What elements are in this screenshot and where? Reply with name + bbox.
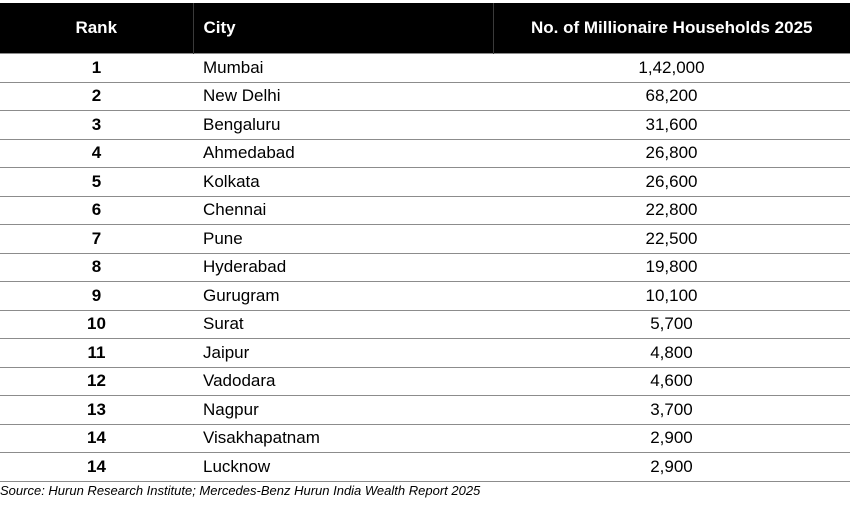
header-households: No. of Millionaire Households 2025	[492, 3, 850, 54]
city-cell: Bengaluru	[193, 110, 493, 140]
table-header: Rank City No. of Millionaire Households …	[0, 3, 850, 54]
table-row: 4 Ahmedabad 26,800	[0, 139, 850, 168]
table-row: 7 Pune 22,500	[0, 224, 850, 254]
rank-cell: 9	[0, 281, 193, 311]
table-row: 1 Mumbai 1,42,000	[0, 53, 850, 83]
rank-cell: 11	[0, 338, 193, 368]
city-cell: Hyderabad	[193, 253, 493, 282]
city-cell: Chennai	[193, 196, 493, 225]
city-cell: Visakhapatnam	[193, 424, 493, 453]
households-cell: 26,800	[493, 139, 850, 168]
rank-cell: 3	[0, 110, 193, 140]
city-cell: Surat	[193, 310, 493, 339]
table-row: 14 Lucknow 2,900	[0, 452, 850, 482]
rank-cell: 1	[0, 53, 193, 83]
table-row: 5 Kolkata 26,600	[0, 167, 850, 197]
rank-cell: 2	[0, 82, 193, 111]
table-row: 6 Chennai 22,800	[0, 196, 850, 225]
rank-cell: 5	[0, 167, 193, 197]
source-note: Source: Hurun Research Institute; Merced…	[0, 483, 481, 498]
rank-cell: 13	[0, 395, 193, 425]
rank-cell: 4	[0, 139, 193, 168]
table-row: 13 Nagpur 3,700	[0, 395, 850, 425]
table-row: 9 Gurugram 10,100	[0, 281, 850, 311]
header-row: Rank City No. of Millionaire Households …	[0, 3, 850, 54]
city-cell: Ahmedabad	[193, 139, 493, 168]
households-cell: 4,600	[493, 367, 850, 396]
households-cell: 2,900	[493, 424, 850, 453]
rank-cell: 12	[0, 367, 193, 396]
households-cell: 10,100	[493, 281, 850, 311]
city-cell: New Delhi	[193, 82, 493, 111]
households-cell: 4,800	[493, 338, 850, 368]
households-cell: 3,700	[493, 395, 850, 425]
households-cell: 2,900	[493, 452, 850, 482]
table-row: 8 Hyderabad 19,800	[0, 253, 850, 282]
city-cell: Pune	[193, 224, 493, 254]
city-cell: Jaipur	[193, 338, 493, 368]
millionaire-households-table-container: Rank City No. of Millionaire Households …	[0, 3, 850, 482]
table-row: 3 Bengaluru 31,600	[0, 110, 850, 140]
rank-cell: 14	[0, 424, 193, 453]
rank-cell: 6	[0, 196, 193, 225]
households-cell: 5,700	[493, 310, 850, 339]
city-cell: Nagpur	[193, 395, 493, 425]
city-cell: Gurugram	[193, 281, 493, 311]
table-row: 11 Jaipur 4,800	[0, 338, 850, 368]
table-row: 10 Surat 5,700	[0, 310, 850, 339]
rank-cell: 8	[0, 253, 193, 282]
millionaire-households-table: Rank City No. of Millionaire Households …	[0, 3, 850, 482]
city-cell: Kolkata	[193, 167, 493, 197]
rank-cell: 14	[0, 452, 193, 482]
city-cell: Lucknow	[193, 452, 493, 482]
households-cell: 22,500	[493, 224, 850, 254]
city-cell: Mumbai	[193, 53, 493, 83]
header-rank: Rank	[0, 3, 193, 54]
households-cell: 68,200	[493, 82, 850, 111]
households-cell: 22,800	[493, 196, 850, 225]
city-cell: Vadodara	[193, 367, 493, 396]
households-cell: 26,600	[493, 167, 850, 197]
table-row: 14 Visakhapatnam 2,900	[0, 424, 850, 453]
table-body: 1 Mumbai 1,42,000 2 New Delhi 68,200 3 B…	[0, 53, 850, 482]
rank-cell: 7	[0, 224, 193, 254]
households-cell: 19,800	[493, 253, 850, 282]
table-row: 2 New Delhi 68,200	[0, 82, 850, 111]
rank-cell: 10	[0, 310, 193, 339]
households-cell: 31,600	[493, 110, 850, 140]
households-cell: 1,42,000	[493, 53, 850, 83]
header-city: City	[192, 3, 493, 54]
table-row: 12 Vadodara 4,600	[0, 367, 850, 396]
